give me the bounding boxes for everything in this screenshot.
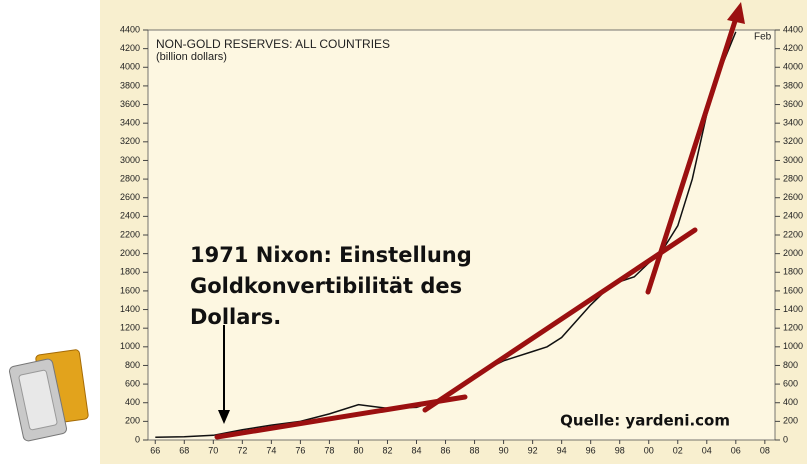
y2-tick-label: 2400: [783, 211, 803, 221]
trend-line: [645, 15, 739, 295]
y-tick-label: 200: [125, 416, 140, 426]
y-tick-label: 2000: [120, 248, 140, 258]
x-tick-label: 76: [295, 445, 305, 455]
y2-tick-label: 2600: [783, 192, 803, 202]
y-tick-label: 3800: [120, 80, 140, 90]
y-tick-label: 2400: [120, 211, 140, 221]
annotation: Goldkonvertibilität des: [190, 274, 462, 298]
trend-line: [422, 227, 698, 413]
y2-tick-label: 600: [783, 378, 798, 388]
x-tick-label: 70: [208, 445, 218, 455]
y-tick-label: 3000: [120, 155, 140, 165]
y2-tick-label: 4400: [783, 24, 803, 34]
x-tick-label: 66: [150, 445, 160, 455]
chart-title: NON-GOLD RESERVES: ALL COUNTRIES: [156, 37, 390, 51]
y2-tick-label: 3600: [783, 99, 803, 109]
x-tick-label: 98: [615, 445, 625, 455]
x-tick-label: 72: [237, 445, 247, 455]
x-tick-label: 80: [353, 445, 363, 455]
x-tick-label: 06: [731, 445, 741, 455]
y-tick-label: 1200: [120, 323, 140, 333]
y2-tick-label: 3800: [783, 80, 803, 90]
end-label: Feb: [754, 32, 772, 43]
source: Quelle: yardeni.com: [560, 412, 730, 430]
y2-tick-label: 1600: [783, 285, 803, 295]
y2-tick-label: 1400: [783, 304, 803, 314]
y-tick-label: 3400: [120, 118, 140, 128]
annotation: 1971 Nixon: Einstellung: [190, 243, 472, 267]
y2-tick-label: 3000: [783, 155, 803, 165]
y-tick-label: 1400: [120, 304, 140, 314]
x-tick-label: 00: [644, 445, 654, 455]
y-tick-label: 0: [135, 434, 140, 444]
y-tick-label: 1800: [120, 267, 140, 277]
x-tick-label: 82: [382, 445, 392, 455]
y-tick-label: 2600: [120, 192, 140, 202]
y2-tick-label: 2200: [783, 229, 803, 239]
gold-bars-icon: [9, 349, 89, 442]
x-tick-label: 86: [441, 445, 451, 455]
chart-subtitle: (billion dollars): [156, 51, 227, 63]
y2-tick-label: 800: [783, 360, 798, 370]
plot-area: [147, 29, 776, 441]
y-tick-label: 1600: [120, 285, 140, 295]
y2-tick-label: 1800: [783, 267, 803, 277]
x-tick-label: 74: [266, 445, 276, 455]
x-tick-label: 96: [586, 445, 596, 455]
trend-lines: [214, 15, 739, 440]
y-tick-label: 400: [125, 397, 140, 407]
x-tick-label: 88: [470, 445, 480, 455]
y2-tick-label: 2000: [783, 248, 803, 258]
x-tick-label: 08: [760, 445, 770, 455]
x-tick-label: 02: [673, 445, 683, 455]
data-line: [155, 31, 737, 438]
y-tick-label: 2800: [120, 173, 140, 183]
x-tick-label: 92: [528, 445, 538, 455]
y2-tick-label: 3200: [783, 136, 803, 146]
y-tick-label: 4400: [120, 24, 140, 34]
y-tick-label: 2200: [120, 229, 140, 239]
y2-tick-label: 1200: [783, 323, 803, 333]
y-tick-label: 1000: [120, 341, 140, 351]
y2-tick-label: 3400: [783, 118, 803, 128]
y2-tick-label: 4000: [783, 62, 803, 72]
y2-tick-label: 4200: [783, 43, 803, 53]
x-tick-label: 04: [702, 445, 712, 455]
trend-arrowhead: [727, 2, 745, 24]
y2-tick-label: 400: [783, 397, 798, 407]
x-tick-label: 78: [324, 445, 334, 455]
x-tick-label: 94: [557, 445, 567, 455]
annotation: Dollars.: [190, 305, 281, 329]
trend-line: [214, 394, 468, 440]
y-tick-label: 3600: [120, 99, 140, 109]
annotation-arrowhead: [218, 410, 230, 424]
y-tick-label: 600: [125, 378, 140, 388]
y2-tick-label: 2800: [783, 173, 803, 183]
x-tick-label: 68: [179, 445, 189, 455]
y2-tick-label: 200: [783, 416, 798, 426]
y2-tick-label: 0: [783, 434, 788, 444]
y-tick-label: 4200: [120, 43, 140, 53]
y2-tick-label: 1000: [783, 341, 803, 351]
x-tick-label: 84: [411, 445, 421, 455]
y-tick-label: 4000: [120, 62, 140, 72]
x-tick-label: 90: [499, 445, 509, 455]
y-tick-label: 3200: [120, 136, 140, 146]
y-tick-label: 800: [125, 360, 140, 370]
